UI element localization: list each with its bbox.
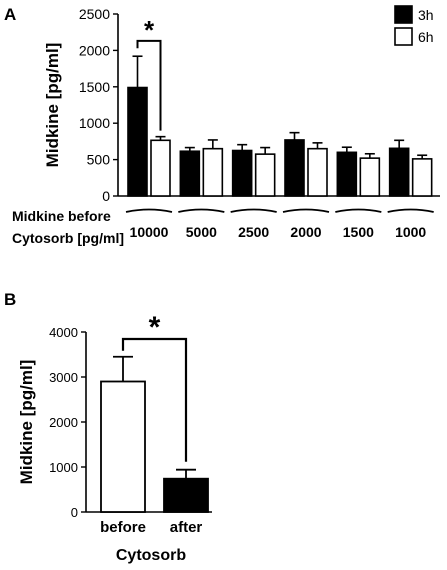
panel-a-y-label: Midkine [pg/ml] (43, 43, 62, 168)
panel-a-group-bracket (230, 208, 277, 213)
panel-a-legend-label: 6h (418, 29, 434, 45)
panel-a-y-tick-label: 500 (87, 152, 111, 168)
panel-a-x-title-line2: Cytosorb [pg/ml] (12, 230, 124, 246)
panel-a-bar-3h (127, 86, 148, 197)
panel-a-y-tick-label: 1000 (79, 115, 110, 131)
panel-b-category-label: after (170, 519, 203, 536)
panel-b-x-label: Cytosorb (116, 547, 186, 564)
panel-a-bar-6h (202, 147, 224, 197)
panel-b-label: B (4, 290, 16, 309)
panel-a-bar-3h (388, 147, 410, 197)
panel-a-legend-swatch-6h (394, 27, 413, 46)
panel-a-y-tick-label: 0 (102, 188, 110, 204)
panel-b-y-tick-label: 1000 (49, 460, 78, 475)
panel-a-bar-6h (254, 153, 276, 197)
panel-b-significance-star: * (149, 311, 161, 344)
panel-a-category-label: 5000 (186, 224, 217, 240)
panel-a-group-bracket (125, 208, 173, 213)
panel-a-y-tick-label: 2500 (79, 6, 110, 22)
panel-a-group-bracket (387, 208, 434, 213)
panel-a-bar-3h (179, 150, 201, 197)
panel-a-significance-bracket (136, 39, 162, 131)
panel-b-chart: 0 1000 2000 3000 4000 Midkine [pg/ml] before af… (17, 311, 212, 564)
panel-b-y-tick-label: 3000 (49, 370, 78, 385)
panel-a-label: A (4, 5, 16, 24)
panel-a-bar-6h (411, 158, 433, 197)
panel-a-bar-6h (359, 157, 381, 197)
panel-a-y-tick-label: 2000 (79, 42, 110, 58)
panel-a-group-bracket (178, 208, 225, 213)
panel-a-bar-3h (231, 149, 253, 197)
panel-a-y-tick-label: 1500 (79, 79, 110, 95)
panel-a-category-label: 2000 (290, 224, 321, 240)
panel-b-y-tick-label: 2000 (49, 415, 78, 430)
panel-b-y-tick-label: 0 (71, 505, 78, 520)
panel-b-category-label: before (100, 519, 146, 536)
panel-a-group-bracket (282, 208, 330, 213)
panel-b-y-label: Midkine [pg/ml] (17, 360, 36, 485)
panel-a-group-bracket (335, 208, 382, 213)
panel-a-bar-6h (150, 139, 171, 197)
panel-b-bar-after (163, 477, 209, 513)
panel-a-bar-6h (307, 147, 328, 197)
panel-a-category-label: 1000 (395, 224, 426, 240)
panel-a-category-label: 1500 (343, 224, 374, 240)
panel-a-bar-3h (336, 151, 358, 197)
panel-a-category-label: 2500 (238, 224, 269, 240)
panel-a-legend-swatch-3h (394, 5, 413, 24)
panel-b-y-tick-label: 4000 (49, 325, 78, 340)
panel-b-bar-before (100, 380, 146, 513)
panel-a-category-label: 10000 (130, 224, 169, 240)
panel-b-significance-bracket (121, 337, 188, 462)
panel-a-chart: 0 500 1000 1500 2000 2500 Midkine [pg/ml] 10000… (12, 5, 440, 246)
panel-a-bar-3h (284, 139, 305, 197)
panel-a-legend-label: 3h (418, 7, 434, 23)
panel-a-x-title-line1: Midkine before (12, 208, 111, 224)
panel-a-significance-star: * (144, 15, 155, 45)
